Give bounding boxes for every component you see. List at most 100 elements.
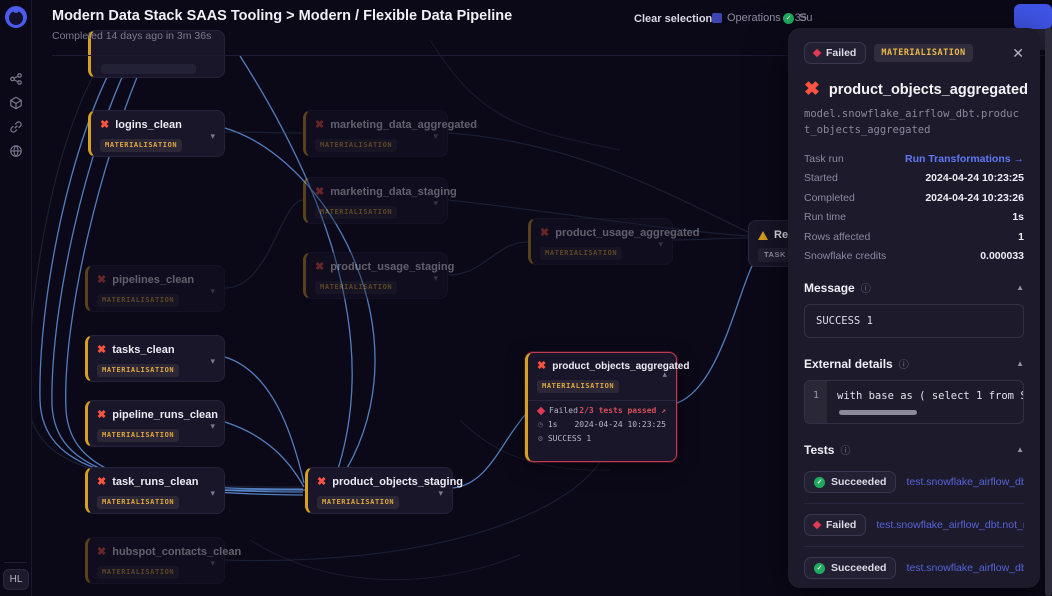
chevron-down-icon[interactable]: ▾ xyxy=(210,488,215,498)
header-divider xyxy=(52,55,1052,56)
node-product-usage-staging[interactable]: ✖ product_usage_staging ▾ MATERIALISATION xyxy=(303,252,454,299)
operations-count: 35 xyxy=(794,12,807,24)
node-logins-clean[interactable]: ✖ logins_clean ▾ MATERIALISATION xyxy=(88,110,225,157)
chevron-down-icon[interactable]: ▾ xyxy=(658,239,663,249)
code-line: with base as ( select 1 from SNOWFLAKE xyxy=(837,390,1023,403)
chevron-down-icon[interactable]: ▾ xyxy=(210,558,215,568)
dbt-icon: ✖ xyxy=(317,475,327,488)
dbt-icon: ✖ xyxy=(97,273,107,286)
materialisation-badge: MATERIALISATION xyxy=(874,44,973,62)
page-title: Modern Data Stack SAAS Tooling > Modern … xyxy=(52,8,513,24)
info-icon: ⓘ xyxy=(898,360,909,372)
graph-icon[interactable] xyxy=(9,72,23,86)
node-tasks-clean[interactable]: ✖ tasks_clean ▾ MATERIALISATION xyxy=(85,335,225,382)
operations-label: Operations xyxy=(727,12,781,24)
chevron-down-icon[interactable]: ▾ xyxy=(438,488,443,498)
task-badge: TASK xyxy=(758,247,792,262)
chevron-down-icon[interactable]: ▾ xyxy=(433,198,438,208)
collapse-icon[interactable]: ▲ xyxy=(1016,283,1024,293)
node-message: SUCCESS 1 xyxy=(547,434,592,443)
succeeded-badge: ✓ Succeeded xyxy=(804,471,897,494)
detail-row-snowflake-credits: Snowflake credits 0.000033 xyxy=(804,250,1024,263)
user-avatar[interactable]: HL xyxy=(3,569,29,590)
status-badge: Failed xyxy=(804,42,867,64)
tests-summary-link[interactable]: 2/3 tests passed ↗ xyxy=(579,406,666,415)
node-pipeline-runs-clean[interactable]: ✖ pipeline_runs_clean ▾ MATERIALISATION xyxy=(85,400,225,447)
materialisation-badge: MATERIALISATION xyxy=(315,280,398,294)
chevron-down-icon[interactable]: ▾ xyxy=(433,131,438,141)
chevron-up-icon[interactable]: ▴ xyxy=(662,369,667,379)
link-icon[interactable] xyxy=(9,120,23,134)
node-title: pipelines_clean xyxy=(112,274,195,286)
vertical-scrollbar[interactable] xyxy=(1045,28,1052,596)
chevron-down-icon[interactable]: ▾ xyxy=(210,286,215,296)
run-transformations-link[interactable]: Run Transformations → xyxy=(904,152,1024,165)
materialisation-badge: MATERIALISATION xyxy=(97,363,180,377)
primary-action-button[interactable] xyxy=(1014,4,1052,29)
node-marketing-data-staging[interactable]: ✖ marketing_data_staging ▾ MATERIALISATIO… xyxy=(303,177,457,224)
node-title: marketing_data_staging xyxy=(330,186,457,198)
dbt-icon: ✖ xyxy=(315,260,325,273)
failed-diamond-icon xyxy=(812,48,822,58)
failed-badge: Failed xyxy=(804,514,867,537)
top-header: Modern Data Stack SAAS Tooling > Modern … xyxy=(32,0,1052,56)
panel-title: product_objects_aggregated xyxy=(828,81,1028,98)
detail-row-rows-affected: Rows affected 1 xyxy=(804,230,1024,243)
node-runtime: 1s xyxy=(547,420,558,429)
external-details-section-header: External details ⓘ ▲ xyxy=(804,356,1024,372)
chevron-down-icon[interactable]: ▾ xyxy=(210,421,215,431)
node-task-runs-clean[interactable]: ✖ task_runs_clean ▾ MATERIALISATION xyxy=(85,467,225,514)
node-title: hubspot_contacts_clean xyxy=(112,546,242,558)
node-pipelines-clean[interactable]: ✖ pipelines_clean ▾ MATERIALISATION xyxy=(85,265,225,312)
node-partial-top[interactable] xyxy=(88,30,225,78)
test-link[interactable]: test.snowflake_airflow_dbt.unique_pro xyxy=(906,476,1024,489)
materialisation-badge: MATERIALISATION xyxy=(315,138,398,152)
info-icon: ⓘ xyxy=(860,284,871,296)
dbt-icon: ✖ xyxy=(315,118,325,131)
left-sidebar: HL xyxy=(0,0,32,596)
app-logo[interactable] xyxy=(5,6,27,28)
chevron-down-icon[interactable]: ▾ xyxy=(433,273,438,283)
node-product-objects-staging[interactable]: ✖ product_objects_staging ▾ MATERIALISATI… xyxy=(305,467,463,514)
dbt-icon: ✖ xyxy=(315,185,325,198)
materialisation-badge: MATERIALISATION xyxy=(315,205,398,219)
clear-selection-button[interactable]: Clear selection xyxy=(634,13,713,25)
node-title: product_usage_aggregated xyxy=(555,227,700,239)
test-link[interactable]: test.snowflake_airflow_dbt.not_null_pr xyxy=(876,519,1024,532)
collapse-icon[interactable]: ▲ xyxy=(1016,445,1024,455)
info-icon: ⓘ xyxy=(840,446,851,458)
dbt-icon: ✖ xyxy=(97,475,107,488)
collapse-icon[interactable]: ▲ xyxy=(1016,359,1024,369)
node-product-objects-aggregated-selected[interactable]: ✖ product_objects_aggregated ▴ MATERIALIS… xyxy=(525,352,689,462)
node-divider xyxy=(528,400,676,401)
node-title: logins_clean xyxy=(115,119,182,131)
materialisation-badge: MATERIALISATION xyxy=(317,495,400,509)
globe-icon[interactable] xyxy=(9,144,23,158)
failed-diamond-icon xyxy=(812,520,822,530)
detail-row-run-time: Run time 1s xyxy=(804,211,1024,224)
sql-code-box: 1 with base as ( select 1 from SNOWFLAKE xyxy=(804,380,1024,425)
detail-row-completed: Completed 2024-04-24 10:23:26 xyxy=(804,191,1024,204)
warning-triangle-icon xyxy=(758,230,768,240)
chevron-down-icon[interactable]: ▾ xyxy=(210,131,215,141)
dbt-icon: ✖ xyxy=(540,226,550,239)
node-hubspot-contacts-clean[interactable]: ✖ hubspot_contacts_clean ▾ MATERIALISATIO… xyxy=(85,537,241,584)
materialisation-badge: MATERIALISATION xyxy=(97,293,180,307)
node-timestamp: 2024-04-24 10:23:25 xyxy=(574,420,666,429)
node-title: product_objects_staging xyxy=(332,476,464,488)
model-identifier: model.snowflake_airflow_dbt.product_obje… xyxy=(804,108,1019,137)
node-details-panel: Failed MATERIALISATION ✕ ✖ product_objec… xyxy=(788,28,1040,588)
close-icon[interactable]: ✕ xyxy=(1012,44,1024,61)
chevron-down-icon[interactable]: ▾ xyxy=(210,356,215,366)
tests-section-header: Tests ⓘ ▲ xyxy=(804,442,1024,458)
test-link[interactable]: test.snowflake_airflow_dbt.not_null_pr xyxy=(906,562,1024,575)
test-row: ✓Succeeded test.snowflake_airflow_dbt.un… xyxy=(804,461,1024,505)
horizontal-scrollbar[interactable] xyxy=(839,410,917,416)
node-marketing-data-aggregated[interactable]: ✖ marketing_data_aggregated ▾ MATERIALISA… xyxy=(303,110,477,157)
success-check-icon: ✓ xyxy=(783,12,794,24)
succeeded-badge: ✓ Succeeded xyxy=(804,557,897,580)
message-section-header: Message ⓘ ▲ xyxy=(804,280,1024,296)
node-product-usage-aggregated[interactable]: ✖ product_usage_aggregated ▾ MATERIALISAT… xyxy=(528,218,699,265)
cube-icon[interactable] xyxy=(9,96,23,110)
materialisation-badge: MATERIALISATION xyxy=(537,379,620,393)
